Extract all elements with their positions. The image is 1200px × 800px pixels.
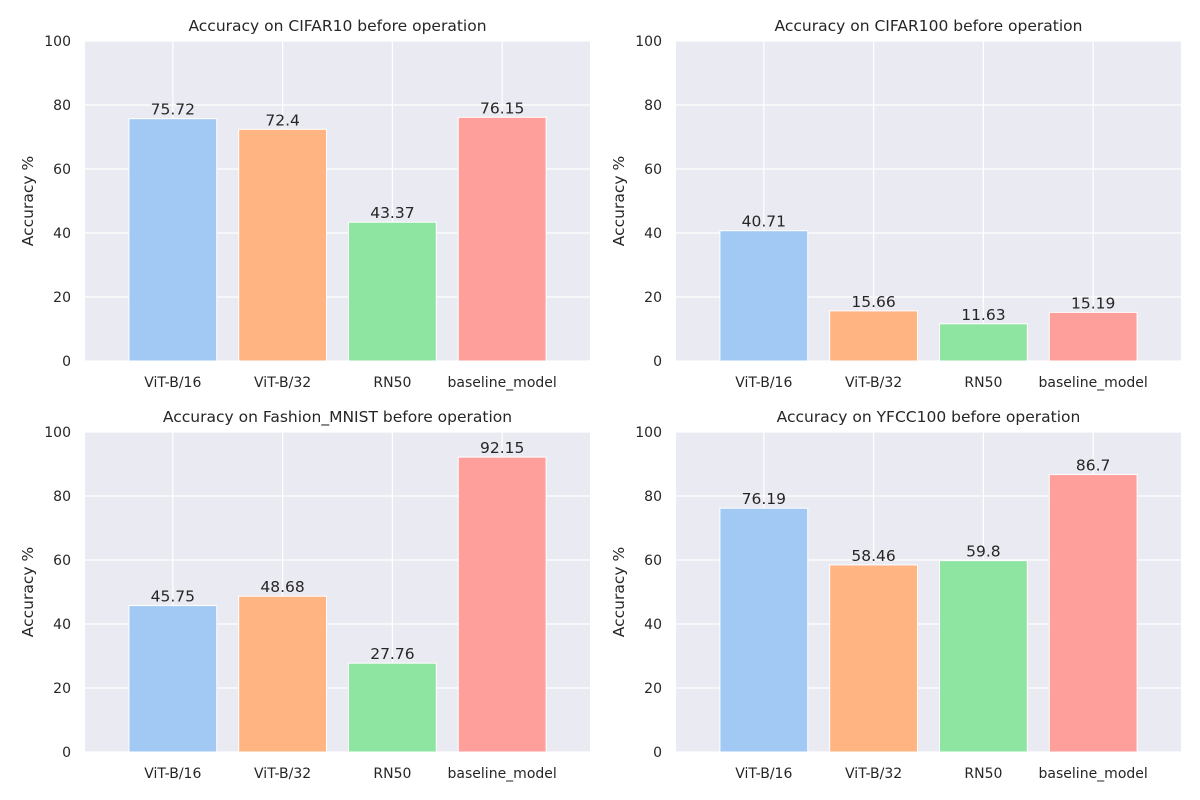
x-tick-label: RN50 — [964, 766, 1002, 782]
bar-ViT-B/16 — [128, 118, 218, 362]
data-label: 72.4 — [265, 111, 300, 129]
data-label: 48.68 — [260, 578, 304, 596]
y-tick-label: 100 — [44, 425, 71, 441]
y-tick-label: 0 — [653, 354, 662, 370]
x-tick-label: ViT-B/16 — [144, 766, 201, 782]
y-tick-label: 100 — [44, 34, 71, 50]
x-tick-label: RN50 — [964, 375, 1002, 391]
x-tick-label: ViT-B/32 — [845, 766, 902, 782]
y-tick-label: 100 — [635, 34, 662, 50]
x-tick-label: RN50 — [373, 766, 411, 782]
y-tick-label: 0 — [653, 745, 662, 761]
bar-RN50 — [347, 221, 437, 362]
chart-title: Accuracy on CIFAR100 before operation — [775, 17, 1083, 35]
bar-baseline_model — [1048, 474, 1138, 753]
x-tick-label: baseline_model — [448, 375, 557, 391]
chart-panel-1: 0 20 40 60 80 100 75.72 ViT-B/16 72.4 ViT-B/32 43.… — [19, 17, 590, 391]
data-label: 15.19 — [1071, 294, 1115, 312]
bar-ViT-B/16 — [719, 507, 809, 753]
y-tick-label: 40 — [53, 226, 71, 242]
chart-title: Accuracy on CIFAR10 before operation — [188, 17, 486, 35]
y-tick-label: 20 — [53, 681, 71, 697]
data-label: 92.15 — [480, 439, 524, 457]
y-tick-label: 40 — [644, 617, 662, 633]
data-label: 45.75 — [151, 588, 195, 606]
y-tick-label: 20 — [644, 681, 662, 697]
bar-ViT-B/16 — [719, 230, 809, 362]
bar-baseline_model — [457, 456, 547, 753]
x-tick-label: RN50 — [373, 375, 411, 391]
data-label: 43.37 — [370, 204, 414, 222]
bar-RN50 — [347, 662, 437, 753]
data-label: 76.19 — [742, 490, 786, 508]
bar-ViT-B/32 — [238, 128, 328, 362]
x-tick-label: ViT-B/32 — [845, 375, 902, 391]
bar-ViT-B/32 — [238, 595, 328, 753]
data-label: 27.76 — [370, 645, 414, 663]
x-tick-label: ViT-B/16 — [735, 766, 792, 782]
x-tick-label: baseline_model — [1039, 766, 1148, 782]
data-label: 59.8 — [966, 543, 1001, 561]
y-axis-label: Accuracy % — [19, 156, 37, 246]
bar-baseline_model — [457, 116, 547, 362]
chart-title: Accuracy on YFCC100 before operation — [777, 408, 1081, 426]
data-label: 11.63 — [961, 306, 1005, 324]
data-label: 86.7 — [1076, 457, 1111, 475]
x-tick-label: baseline_model — [1039, 375, 1148, 391]
y-tick-label: 100 — [635, 425, 662, 441]
x-tick-label: ViT-B/32 — [254, 766, 311, 782]
chart-panel-2: 0 20 40 60 80 100 40.71 ViT-B/16 15.66 ViT-B/32 11… — [610, 17, 1181, 391]
x-tick-label: baseline_model — [448, 766, 557, 782]
y-tick-label: 60 — [53, 553, 71, 569]
bar-ViT-B/16 — [128, 605, 218, 753]
y-tick-label: 20 — [644, 290, 662, 306]
y-tick-label: 60 — [644, 162, 662, 178]
y-tick-label: 0 — [62, 745, 71, 761]
y-tick-label: 60 — [644, 553, 662, 569]
y-tick-label: 20 — [53, 290, 71, 306]
x-tick-label: ViT-B/32 — [254, 375, 311, 391]
bar-ViT-B/32 — [829, 310, 919, 362]
bar-baseline_model — [1048, 311, 1138, 362]
bar-RN50 — [938, 560, 1028, 753]
y-axis-label: Accuracy % — [610, 547, 628, 637]
y-tick-label: 0 — [62, 354, 71, 370]
x-tick-label: ViT-B/16 — [735, 375, 792, 391]
data-label: 40.71 — [742, 213, 786, 231]
y-tick-label: 60 — [53, 162, 71, 178]
data-label: 76.15 — [480, 99, 524, 117]
y-tick-label: 80 — [644, 489, 662, 505]
y-tick-label: 40 — [644, 226, 662, 242]
data-label: 75.72 — [151, 101, 195, 119]
x-tick-label: ViT-B/16 — [144, 375, 201, 391]
bar-ViT-B/32 — [829, 564, 919, 753]
data-label: 58.46 — [851, 547, 895, 565]
y-tick-label: 40 — [53, 617, 71, 633]
chart-panel-3: 0 20 40 60 80 100 45.75 ViT-B/16 48.68 ViT-B/32 27… — [19, 408, 590, 782]
y-tick-label: 80 — [53, 489, 71, 505]
chart-panel-4: 0 20 40 60 80 100 76.19 ViT-B/16 58.46 ViT-B/32 59… — [610, 408, 1181, 782]
y-tick-label: 80 — [53, 98, 71, 114]
chart-title: Accuracy on Fashion_MNIST before operati… — [163, 408, 512, 427]
bar-RN50 — [938, 323, 1028, 362]
y-axis-label: Accuracy % — [19, 547, 37, 637]
y-tick-label: 80 — [644, 98, 662, 114]
y-axis-label: Accuracy % — [610, 156, 628, 246]
data-label: 15.66 — [851, 293, 895, 311]
